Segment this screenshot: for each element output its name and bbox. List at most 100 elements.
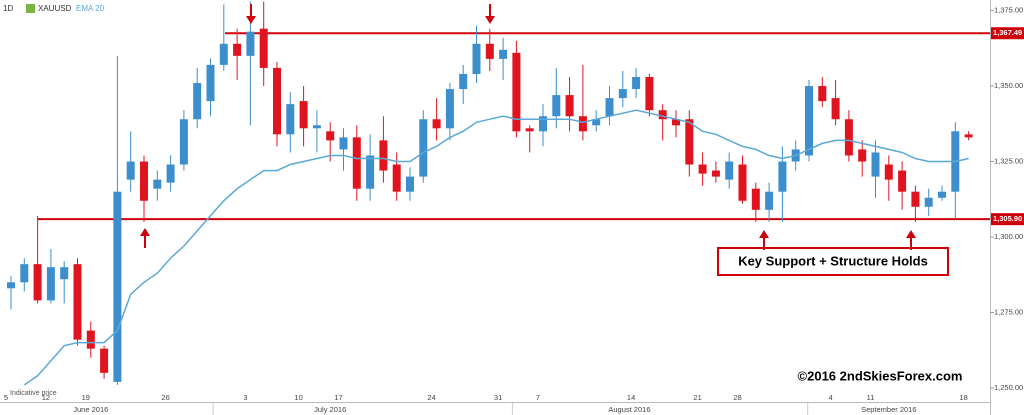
candle-body [632, 76, 641, 90]
candle-body [326, 131, 335, 141]
candle-body [525, 128, 534, 132]
candle-body [672, 119, 680, 126]
candle-body [898, 170, 907, 192]
candle-body [605, 98, 614, 117]
indicator-name: EMA 20 [76, 4, 105, 13]
candle-body [805, 86, 813, 156]
candle-body [273, 67, 281, 135]
x-tick-label: 19 [82, 393, 90, 402]
x-tick-label: 7 [536, 393, 540, 402]
x-tick-label: 21 [693, 393, 701, 402]
candle-body [459, 73, 468, 90]
candle-body [113, 191, 122, 382]
x-tick-label: 18 [959, 393, 967, 402]
indicative-price: Indicative price [10, 390, 57, 397]
month-label: June 2016 [73, 405, 108, 414]
candle-body [193, 83, 202, 120]
candle-body [20, 264, 29, 283]
y-tick-label: 1,250.00 [994, 383, 1023, 392]
ema-line [23, 109, 969, 386]
candle-body [512, 52, 521, 132]
arrow [759, 230, 769, 250]
candle-body [725, 161, 734, 180]
candle-body [711, 170, 720, 177]
candle-body [844, 119, 853, 156]
candle-body [565, 95, 574, 117]
x-tick-label: 10 [294, 393, 302, 402]
y-tick-label: 1,275.00 [994, 307, 1023, 316]
candle-body [366, 155, 375, 189]
candle-body [738, 164, 747, 201]
interval: 1D [3, 4, 13, 13]
candle-body [472, 43, 481, 74]
x-tick-label: 17 [334, 393, 342, 402]
candle-body [911, 191, 920, 207]
candle-body [658, 110, 667, 120]
candle-body [765, 191, 774, 210]
arrow [140, 228, 150, 248]
symbol-icon [26, 4, 35, 13]
x-tick-label: 26 [161, 393, 169, 402]
y-tick-label: 1,375.00 [994, 6, 1023, 15]
level-label: 1,367.49 [993, 28, 1022, 37]
y-tick-label: 1,350.00 [994, 81, 1023, 90]
x-tick-label: 5 [4, 393, 8, 402]
month-label: July 2016 [314, 405, 346, 414]
candle-body [259, 28, 268, 68]
level-label: 1,305.90 [993, 214, 1022, 223]
candle-body [938, 191, 946, 198]
candle-body [179, 119, 188, 165]
candle-body [499, 49, 508, 59]
candle-body [578, 116, 587, 132]
candle-body [299, 101, 308, 129]
candle-body [86, 330, 95, 349]
y-tick-label: 1,300.00 [994, 232, 1023, 241]
candle-body [219, 43, 228, 65]
annotation: Key Support + Structure Holds [738, 253, 928, 268]
candle-body [618, 89, 627, 99]
candle-body [153, 179, 162, 189]
x-tick-label: 24 [427, 393, 435, 402]
candle-body [206, 64, 215, 102]
x-tick-label: 3 [243, 393, 247, 402]
candle-body [392, 164, 401, 192]
candle-body [884, 164, 893, 180]
candle-body [140, 161, 148, 201]
copyright: ©2016 2ndSkiesForex.com [798, 368, 963, 383]
candle-body [286, 104, 295, 135]
candle-body [7, 282, 15, 289]
month-label: September 2016 [861, 405, 916, 414]
candle-body [831, 98, 840, 120]
candle-body [858, 149, 867, 162]
level-tag [991, 27, 1024, 40]
candle-body [539, 116, 547, 132]
candle-body [778, 161, 787, 192]
candle-body [485, 43, 494, 59]
candle-body [166, 164, 175, 183]
candle-body [685, 119, 694, 165]
x-tick-label: 31 [494, 393, 502, 402]
candle-body [698, 164, 707, 174]
candle-body [60, 267, 69, 280]
candle-body [352, 137, 361, 189]
candle-body [33, 264, 42, 301]
candle-body [592, 119, 601, 126]
y-tick-label: 1,325.00 [994, 156, 1023, 165]
candle-body [552, 95, 561, 117]
candle-body [339, 137, 348, 150]
candle-body [645, 76, 654, 111]
symbol: XAUUSD [38, 4, 72, 13]
candle-body [379, 140, 388, 171]
candle-body [751, 188, 760, 210]
candle-body [818, 86, 827, 102]
x-tick-label: 11 [867, 393, 875, 402]
candle-body [871, 152, 880, 177]
arrow [906, 230, 916, 250]
level-tag [991, 213, 1024, 226]
candle-body [73, 264, 82, 340]
candle-body [432, 119, 441, 129]
x-tick-label: 4 [829, 393, 833, 402]
x-tick-label: 14 [627, 393, 635, 402]
